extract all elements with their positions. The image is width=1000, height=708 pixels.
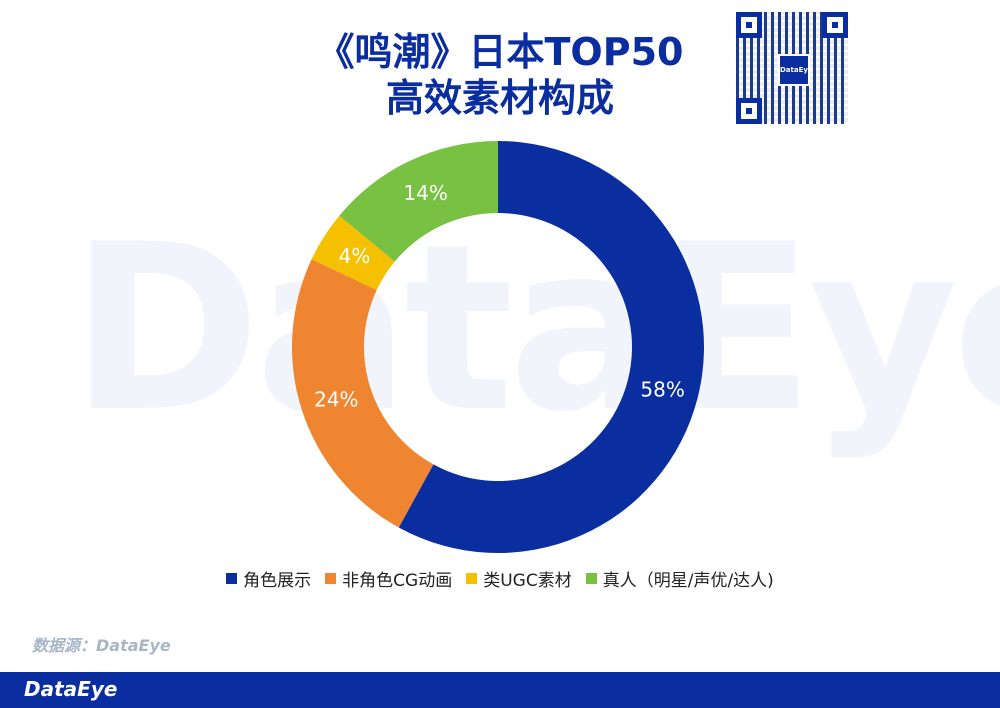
data-source: 数据源：DataEye: [32, 636, 171, 655]
legend-label: 角色展示: [243, 571, 312, 591]
watermark: DataEye: [70, 196, 1000, 463]
chart-legend: 角色展示 非角色CG动画 类UGC素材 真人（明星/声优/达人): [0, 566, 1000, 591]
footer-logo: DataEye: [24, 677, 118, 701]
legend-item: 类UGC素材: [466, 566, 572, 591]
donut-slice: [291, 259, 434, 528]
legend-label: 非角色CG动画: [342, 571, 453, 591]
legend-swatch: [466, 573, 478, 584]
chart-title-line-2: 高效素材构成: [385, 76, 614, 120]
legend-item: 角色展示: [226, 566, 311, 591]
legend-label: 真人（明星/声优/达人): [602, 571, 774, 591]
qr-code-icon: DataEye: [736, 12, 848, 124]
donut-slice: [398, 141, 704, 553]
slice-label: 24%: [314, 388, 358, 412]
slice-label: 4%: [339, 244, 371, 268]
legend-item: 真人（明星/声优/达人): [585, 566, 774, 591]
footer-bar: DataEye: [0, 672, 1000, 708]
legend-swatch: [226, 573, 238, 584]
slice-label: 14%: [403, 181, 447, 205]
legend-swatch: [325, 573, 337, 584]
qr-finder: [822, 12, 848, 38]
qr-finder: [736, 12, 762, 38]
qr-finder: [736, 98, 762, 124]
qr-logo: DataEye: [778, 54, 813, 86]
legend-item: 非角色CG动画: [325, 566, 452, 591]
legend-label: 类UGC素材: [483, 571, 572, 591]
donut-slice: [311, 215, 395, 290]
donut-slice: [339, 141, 498, 262]
legend-swatch: [585, 573, 597, 584]
chart-title-line-1: 《鸣潮》日本TOP50: [316, 30, 684, 74]
slice-label: 58%: [640, 377, 684, 401]
